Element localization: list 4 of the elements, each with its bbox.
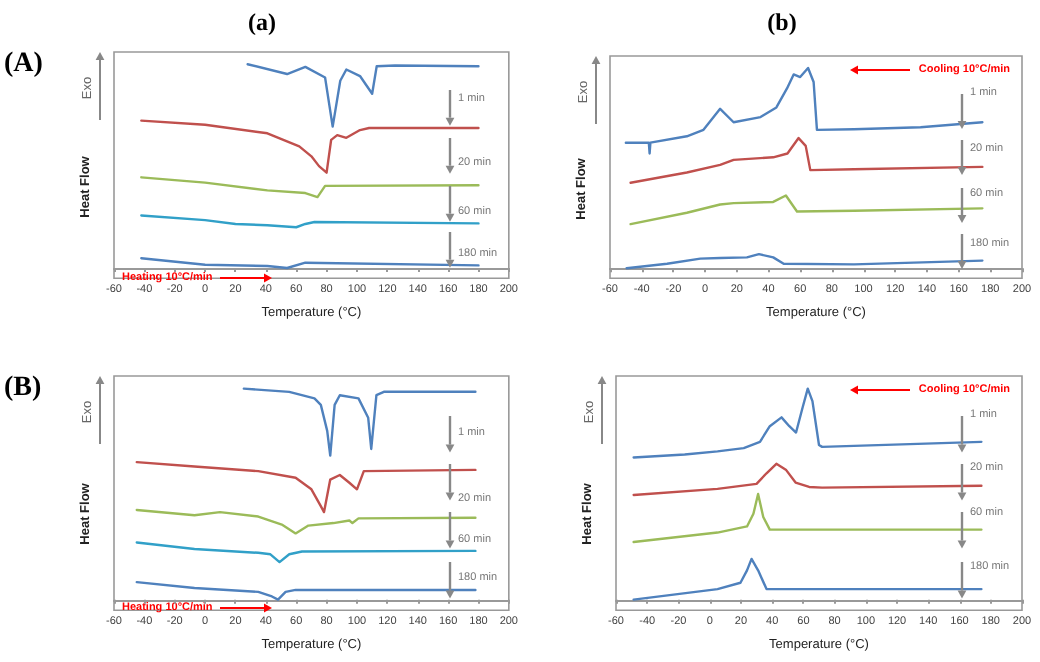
text: (A) (4, 49, 44, 79)
text: (B) (4, 373, 42, 403)
chart-title: (a) (248, 8, 276, 36)
chart-title: (b) (767, 8, 797, 36)
